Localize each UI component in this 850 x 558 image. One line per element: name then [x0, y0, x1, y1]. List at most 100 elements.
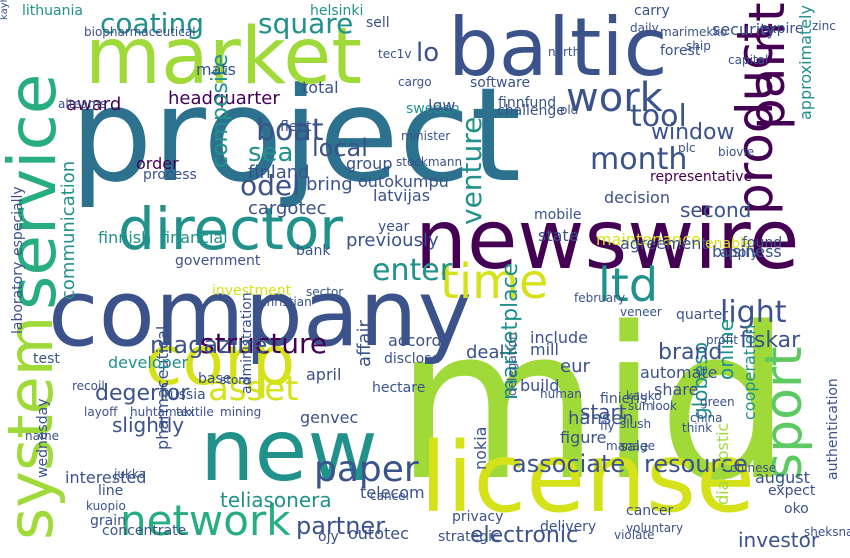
word-china: china: [690, 411, 723, 425]
word-expire: expire: [760, 21, 804, 37]
word-state: state: [538, 226, 579, 245]
word-kuopio: kuopio: [86, 499, 126, 513]
word-coating: coating: [100, 7, 204, 40]
word-agreement: agreement: [620, 234, 708, 253]
word-violate: violate: [614, 528, 655, 542]
word-investor: investor: [738, 528, 820, 552]
word-north: north: [548, 45, 581, 59]
word-baltic: baltic: [448, 1, 668, 94]
word-capital: capital: [728, 53, 769, 67]
word-veneer: veneer: [620, 305, 662, 319]
word-old: old: [560, 103, 579, 117]
word-teliasonera: teliasonera: [220, 488, 332, 512]
word-grain: grain: [90, 513, 126, 529]
word-april: april: [306, 365, 342, 384]
word-software: software: [470, 75, 531, 91]
word-associate: associate: [512, 450, 626, 478]
word-expect: expect: [768, 483, 816, 499]
word-window: window: [651, 120, 735, 145]
word-marimekko: marimekko: [660, 25, 728, 39]
word-russia: russia: [164, 387, 206, 403]
word-boat: boat: [256, 113, 324, 148]
word-fly: fly: [600, 419, 615, 433]
word-enable: enable: [705, 236, 753, 252]
word-carry: carry: [634, 3, 670, 19]
word-think: think: [682, 421, 713, 435]
word-kauko: kauko: [626, 389, 662, 403]
word-square: square: [258, 7, 354, 40]
word-corp: corp: [145, 322, 296, 401]
word-representative: representative: [650, 169, 753, 185]
word-ltd: ltd: [598, 258, 659, 312]
word-newswire: newswire: [415, 193, 800, 288]
word-minister: minister: [401, 129, 451, 143]
word-huhtamaki: huhtamaki: [130, 405, 195, 419]
word-layoff: layoff: [84, 405, 118, 419]
word-asset: asset: [208, 369, 299, 409]
word-maintenance: maintenance: [596, 230, 701, 249]
word-stockmann: stockmann: [396, 155, 463, 169]
word-license: license: [420, 422, 756, 534]
word-outokumpu: outokumpu: [358, 172, 449, 191]
word-venture: venture: [455, 116, 488, 225]
word-mid: mid: [395, 282, 792, 527]
word-sport: sport: [754, 346, 814, 480]
word-headquarter: headquarter: [168, 88, 280, 109]
word-textile: textile: [176, 405, 214, 419]
word-finnish: finnish: [98, 228, 152, 247]
word-base: base: [198, 371, 232, 387]
word-cargo: cargo: [398, 75, 432, 89]
word-authentication: authentication: [825, 378, 841, 480]
word-month: month: [590, 142, 688, 177]
word-challenge: challenge: [497, 103, 565, 119]
word-cancel: cancel: [370, 489, 409, 503]
word-share: share: [654, 380, 699, 399]
word-system: system: [0, 315, 67, 540]
word-figure: figure: [560, 428, 607, 447]
word-august: august: [755, 468, 810, 487]
word-kayhajoki: kayhajoki: [0, 0, 10, 20]
word-interested: interested: [65, 468, 147, 487]
word-time: time: [440, 254, 549, 310]
word-slush: slush: [620, 417, 652, 431]
word-low: low: [428, 96, 456, 115]
word-forest: forest: [660, 43, 701, 59]
word-second: second: [680, 198, 752, 222]
word-helsinki: helsinki: [310, 3, 364, 19]
word-oko: oko: [784, 501, 809, 517]
word-christian: christian: [260, 295, 312, 309]
word-tec1v: tec1v: [378, 47, 412, 61]
word-disclose: disclose: [384, 351, 441, 367]
word-start: start: [580, 400, 627, 424]
word-sweden: sweden: [406, 101, 460, 117]
word-tool: tool: [630, 99, 687, 134]
word-electronic: electronic: [470, 523, 579, 548]
word-sea: sea: [248, 138, 294, 168]
word-slightly: slightly: [112, 413, 185, 437]
word-profit: profit: [706, 333, 738, 347]
word-magazine: magazine: [150, 331, 268, 359]
word-sector: sector: [306, 285, 344, 299]
word-chinese: chinese: [730, 461, 777, 475]
word-recoil: recoil: [72, 379, 105, 393]
word-daily: daily: [630, 21, 659, 35]
word-nokia: nokia: [471, 426, 490, 470]
word-paper: paper: [314, 449, 419, 490]
word-delivery: delivery: [540, 519, 597, 535]
word-latvijas: latvijas: [373, 186, 431, 205]
word-business: business: [712, 242, 782, 261]
word-hectare: hectare: [372, 380, 426, 396]
word-concentrate: concentrate: [102, 523, 187, 539]
word-delegation: delegation: [505, 332, 519, 396]
word-eur: eur: [560, 356, 590, 377]
word-finnfund: finnfund: [498, 95, 557, 111]
word-sheksna: sheksna: [804, 525, 850, 539]
word-test: test: [33, 351, 60, 367]
word-line: line: [98, 483, 124, 499]
word-found: found: [742, 235, 783, 251]
word-biovie: biovie: [718, 145, 755, 159]
word-genvec: genvec: [300, 408, 359, 427]
word-affair: affair: [354, 320, 375, 367]
word-enter: enter: [372, 253, 453, 288]
